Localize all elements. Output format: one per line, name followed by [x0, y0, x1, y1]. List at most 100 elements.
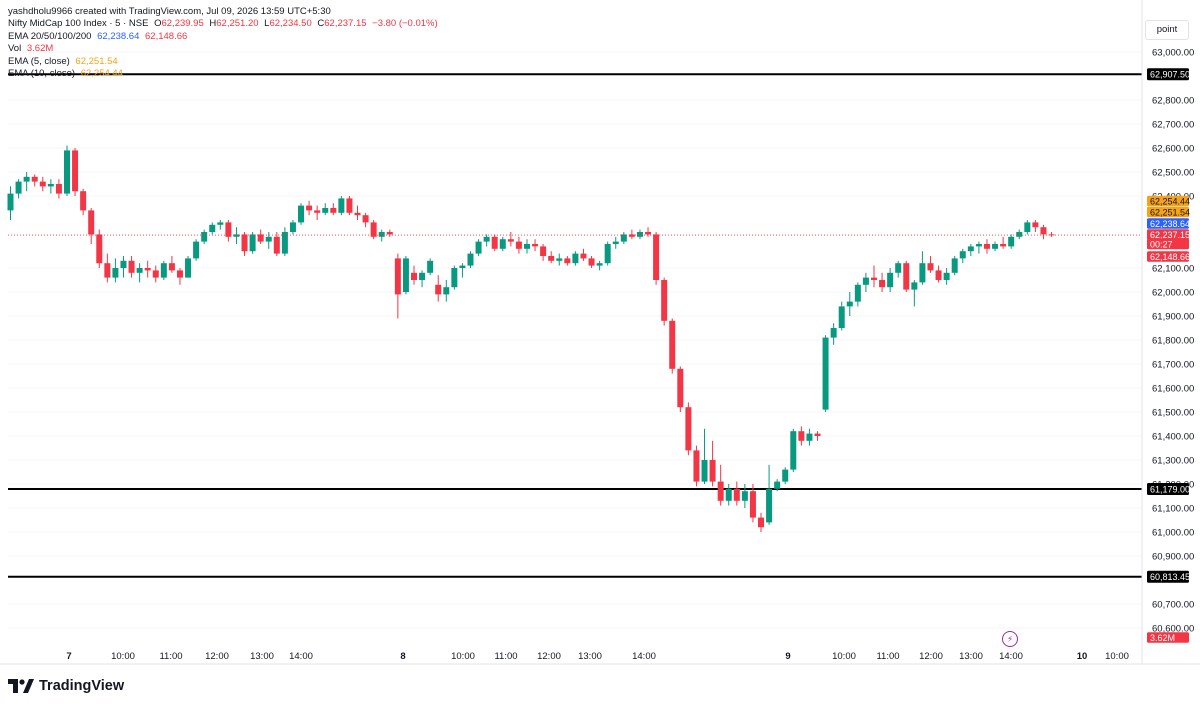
- candle: [701, 428, 708, 484]
- price-label-bg: [1147, 68, 1189, 81]
- candle-body: [411, 272, 417, 280]
- price-label-bg: [1147, 632, 1189, 643]
- candle: [548, 251, 555, 264]
- price-tick-label: 62,600.00: [1152, 144, 1194, 155]
- ema5-row[interactable]: EMA (5, close) 62,251.54: [8, 56, 438, 68]
- candle: [556, 253, 563, 266]
- candle-body: [15, 181, 22, 194]
- candle: [273, 232, 280, 256]
- candle: [23, 172, 30, 192]
- candle-body: [281, 232, 288, 254]
- candle: [233, 227, 240, 244]
- candle: [144, 260, 151, 278]
- candle-body: [515, 241, 522, 249]
- candle-body: [201, 232, 208, 242]
- candle: [451, 265, 458, 290]
- candle-body: [241, 234, 248, 252]
- ema10-value: 62,254.44: [80, 68, 123, 80]
- candle-body: [717, 481, 724, 501]
- vol-row[interactable]: Vol 3.62M: [8, 43, 438, 55]
- price-axis[interactable]: 63,000.00 62,800.00 62,700.00 62,600.00 62,5…: [1152, 48, 1194, 635]
- price-label-ema10: 62,254.44: [1147, 195, 1190, 206]
- candle-body: [306, 205, 313, 211]
- candle-body: [887, 272, 894, 288]
- candle-body: [249, 234, 256, 252]
- candle-body: [604, 244, 611, 264]
- price-label-text: 62,238.64: [1150, 219, 1190, 229]
- candle-body: [911, 282, 918, 290]
- price-label-hline: 62,907.50: [1147, 68, 1190, 81]
- candle: [879, 272, 886, 292]
- credit-line: yashdholu9966 created with TradingView.c…: [8, 6, 331, 17]
- candle: [499, 236, 506, 252]
- candle-body: [136, 268, 143, 273]
- candle: [693, 445, 700, 487]
- candle: [104, 253, 111, 283]
- candle-body: [314, 210, 321, 213]
- candle-body: [112, 268, 119, 278]
- candle: [419, 270, 426, 288]
- price-label-text: 00:27: [1150, 239, 1173, 249]
- candle: [540, 244, 547, 261]
- candle: [596, 260, 603, 271]
- time-tick-label: 13:00: [250, 651, 274, 662]
- ema10-row[interactable]: EMA (10, close) 62,254.44: [8, 68, 438, 80]
- flash-icon[interactable]: ⚡: [1002, 631, 1018, 647]
- candle: [507, 232, 514, 247]
- time-tick-label: 9: [785, 651, 790, 662]
- price-label-bg: [1147, 218, 1189, 229]
- candle-body: [645, 232, 652, 235]
- candle-body: [903, 263, 910, 290]
- candle: [257, 229, 264, 244]
- candle: [685, 402, 692, 456]
- candle: [47, 179, 54, 194]
- candle: [661, 277, 668, 326]
- tradingview-logo[interactable]: TradingView: [8, 676, 124, 696]
- price-label-bg: [1147, 238, 1189, 250]
- candle: [870, 265, 877, 288]
- price-label-bg: [1147, 251, 1189, 262]
- candle-body: [572, 253, 579, 264]
- candle: [806, 428, 813, 446]
- price-tick-label: 61,900.00: [1152, 312, 1194, 323]
- scale-mode-button[interactable]: point: [1145, 20, 1189, 40]
- time-tick-label: 11:00: [876, 651, 899, 662]
- candle-body: [661, 280, 668, 321]
- candle-body: [685, 407, 692, 451]
- candle-body: [144, 268, 151, 271]
- candle: [975, 241, 982, 254]
- candle: [580, 248, 587, 261]
- candle: [402, 256, 409, 295]
- candle-body: [879, 280, 886, 288]
- candle: [128, 256, 135, 278]
- candle: [628, 229, 635, 240]
- candle-body: [523, 244, 530, 249]
- time-tick-label: 11:00: [159, 651, 182, 662]
- candle-body: [273, 236, 280, 254]
- ema-multi-label: EMA 20/50/100/200: [8, 30, 92, 42]
- ema-multi-row[interactable]: EMA 20/50/100/200 62,238.64 62,148.66: [8, 31, 438, 43]
- candle-body: [386, 232, 393, 235]
- symbol-title[interactable]: Nifty MidCap 100 Index · 5 · NSE: [8, 18, 149, 30]
- candle-body: [749, 491, 756, 518]
- candle: [427, 258, 434, 276]
- candle-body: [88, 210, 95, 235]
- price-tick-label: 61,600.00: [1152, 384, 1194, 395]
- candle-body: [185, 258, 192, 278]
- ohlc-high: 62,251.20: [216, 18, 259, 30]
- time-tick-label: 14:00: [632, 651, 656, 662]
- candle-body: [677, 368, 684, 408]
- candle: [1008, 234, 1015, 249]
- candle-body: [1000, 244, 1007, 247]
- candle-body: [725, 488, 732, 501]
- candle: [846, 292, 853, 316]
- time-axis[interactable]: 7 10:00 11:00 12:00 13:00 14:00 8 10:00 11:00 12:…: [66, 651, 1129, 662]
- horizontal-lines[interactable]: [8, 73, 1142, 578]
- candle-body: [628, 234, 635, 237]
- price-tick-label: 61,500.00: [1152, 408, 1194, 419]
- candle-body: [160, 263, 167, 278]
- candle: [354, 205, 361, 220]
- ohlc-h-label: H: [209, 18, 217, 30]
